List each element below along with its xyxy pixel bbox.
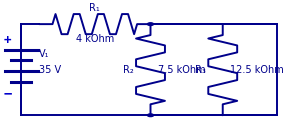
Text: 4 kOhm: 4 kOhm: [76, 34, 114, 44]
Text: 12.5 kOhm: 12.5 kOhm: [230, 65, 284, 75]
Text: −: −: [3, 87, 12, 101]
Text: +: +: [4, 34, 11, 47]
Text: 35 V: 35 V: [39, 65, 61, 75]
Text: 7.5 kOhm: 7.5 kOhm: [158, 65, 206, 75]
Text: R₂: R₂: [123, 65, 134, 75]
Text: R₃: R₃: [195, 65, 206, 75]
Circle shape: [147, 23, 154, 25]
Text: V₁: V₁: [39, 49, 50, 59]
Circle shape: [147, 114, 154, 117]
Text: R₁: R₁: [89, 3, 100, 13]
